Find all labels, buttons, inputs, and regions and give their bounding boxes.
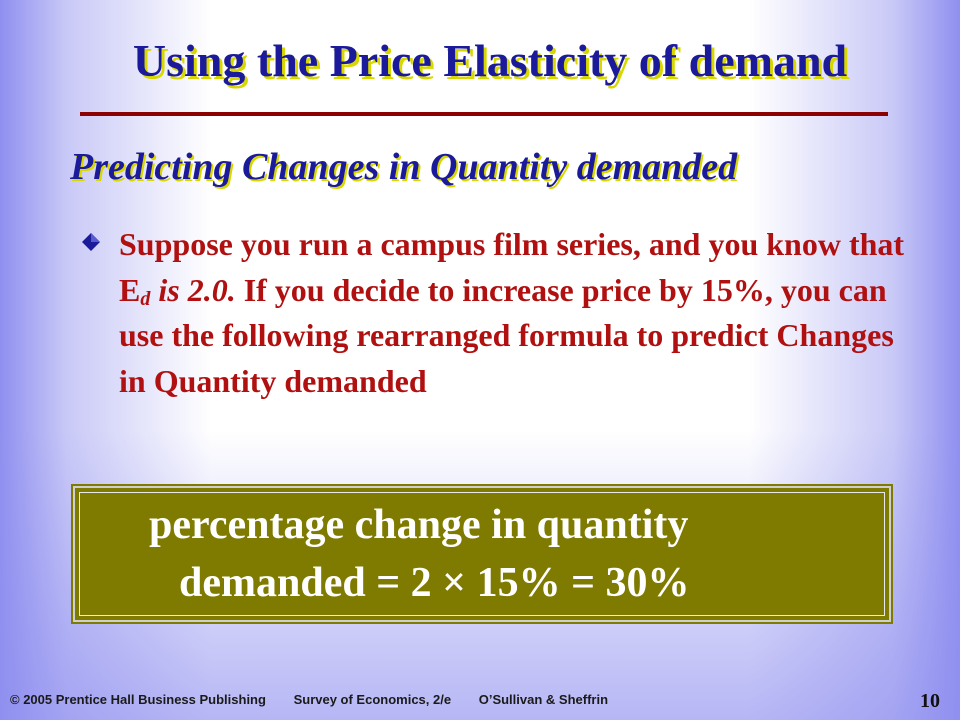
bullet-text-part1: Suppose you run a campus film series, an… xyxy=(119,226,905,308)
footer-copyright: © 2005 Prentice Hall Business Publishing xyxy=(10,692,266,707)
formula-line-1: percentage change in quantity xyxy=(149,502,689,548)
formula-box: percentage change in quantity demanded =… xyxy=(71,484,893,624)
footer: © 2005 Prentice Hall Business Publishing… xyxy=(10,692,632,707)
formula-box-inner-border xyxy=(79,492,885,616)
footer-book: Survey of Economics, 2/e xyxy=(293,692,452,707)
slide-title: Using the Price Elasticity of demand xyxy=(132,35,848,86)
footer-authors: O’Sullivan & Sheffrin xyxy=(478,692,609,707)
title-divider xyxy=(80,112,888,116)
bullet-italic-value: is 2.0. xyxy=(150,271,236,308)
page-number: 10 xyxy=(920,690,940,712)
diamond-bullet-icon xyxy=(82,233,100,251)
elasticity-subscript: d xyxy=(140,287,151,310)
formula-line-2: demanded = 2 × 15% = 30% xyxy=(179,560,690,606)
bullet-text: Suppose you run a campus film series, an… xyxy=(119,222,909,404)
bullet-text-part2: If you decide to increase price by 15%, … xyxy=(119,271,894,399)
slide-subtitle: Predicting Changes in Quantity demanded xyxy=(70,146,738,188)
